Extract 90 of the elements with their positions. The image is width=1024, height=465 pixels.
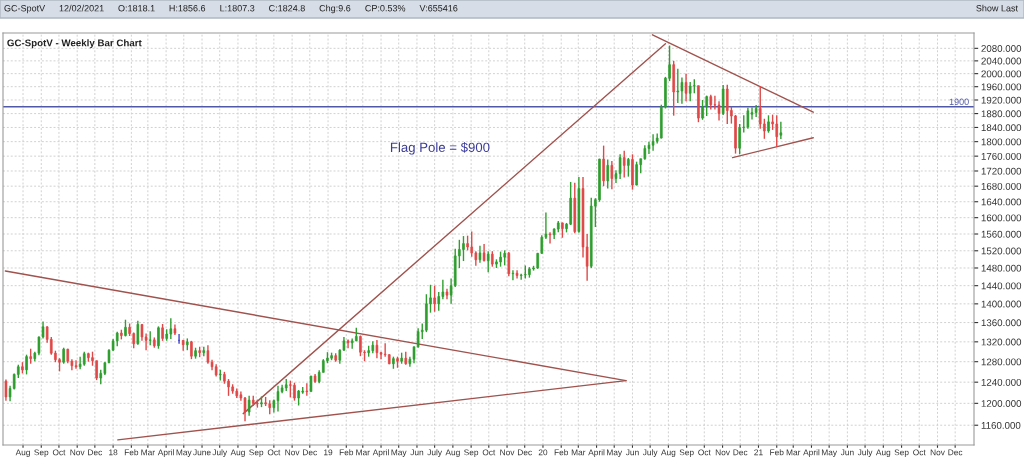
- x-tick-label: Oct: [698, 449, 711, 456]
- y-tick-label: 1640.000: [981, 198, 1022, 206]
- x-tick-label: Oct: [267, 449, 281, 456]
- x-tick-label: Nov: [930, 449, 945, 456]
- x-tick-label: Feb: [124, 449, 139, 456]
- x-tick-label: Dec: [303, 449, 317, 456]
- x-tick-label: Feb: [770, 449, 784, 456]
- y-tick-label: 1480.000: [981, 264, 1022, 272]
- y-tick-label: 1560.000: [981, 230, 1022, 238]
- x-tick-label: Nov: [285, 449, 300, 456]
- x-tick-label: Dec: [517, 449, 532, 456]
- x-tick-label: Oct: [482, 449, 496, 456]
- x-tick-label: Mar: [356, 449, 370, 456]
- text: C:1824.8: [269, 5, 305, 12]
- x-tick-label: Jun: [625, 449, 639, 456]
- x-tick-label: July: [857, 449, 873, 457]
- x-tick-label: 21: [754, 449, 763, 456]
- x-tick-label: Nov: [70, 449, 85, 456]
- x-tick-label: 20: [538, 449, 548, 456]
- y-tick-label: 1400.000: [981, 300, 1022, 308]
- y-tick-label: 1280.000: [981, 358, 1022, 366]
- x-tick-label: Aug: [445, 449, 460, 457]
- x-tick-label: Dec: [88, 449, 103, 456]
- text: O:1818.1: [118, 5, 155, 12]
- x-tick-label: Aug: [15, 449, 30, 457]
- x-tick-label: Aug: [660, 449, 676, 457]
- x-tick-label: May: [821, 449, 837, 457]
- y-tick-label: 1160.000: [981, 421, 1021, 429]
- y-tick-label: 1680.000: [981, 182, 1022, 190]
- y-tick-label: 1200.000: [981, 400, 1022, 407]
- ref-line-label: 1900: [949, 98, 969, 105]
- text: Chg:9.6: [319, 4, 351, 14]
- x-tick-label: Mar: [141, 449, 155, 456]
- x-tick-label: April: [157, 449, 174, 457]
- x-tick-label: Dec: [733, 449, 748, 456]
- y-tick-label: 1600.000: [981, 214, 1022, 222]
- x-tick-label: Jun: [840, 449, 854, 456]
- text: 12/02/2021: [59, 4, 104, 12]
- y-tick-label: 1960.000: [981, 83, 1022, 91]
- x-tick-label: 19: [324, 449, 333, 456]
- x-tick-label: July: [427, 449, 443, 457]
- x-tick-label: Dec: [948, 449, 963, 456]
- x-tick-label: June: [193, 449, 211, 456]
- text: CP:0.53%: [365, 5, 406, 12]
- y-tick-label: 2040.000: [981, 57, 1022, 65]
- x-tick-label: Sep: [464, 449, 479, 457]
- y-tick-label: 2000.000: [981, 70, 1022, 78]
- y-tick-label: 2080.000: [981, 45, 1022, 52]
- y-tick-label: 1520.000: [981, 247, 1022, 255]
- x-tick-label: May: [391, 449, 407, 457]
- x-tick-label: Aug: [230, 449, 245, 457]
- x-tick-label: April: [803, 449, 820, 457]
- y-tick-label: 1440.000: [981, 282, 1022, 290]
- x-tick-label: April: [588, 449, 605, 457]
- x-tick-label: Sep: [679, 449, 694, 457]
- y-tick-label: 1800.000: [981, 138, 1022, 146]
- y-tick-label: 1720.000: [981, 167, 1022, 175]
- x-tick-label: May: [607, 449, 623, 457]
- x-tick-label: 18: [109, 449, 118, 456]
- annotation: Flag Pole = $900: [390, 142, 490, 155]
- x-tick-label: Sep: [894, 449, 909, 457]
- x-tick-label: Feb: [554, 449, 569, 456]
- x-tick-label: Sep: [249, 449, 264, 457]
- y-tick-label: 1360.000: [981, 319, 1022, 327]
- text: L:1807.3: [220, 5, 255, 12]
- x-tick-label: April: [372, 449, 389, 457]
- x-tick-label: Nov: [500, 449, 515, 456]
- y-tick-label: 1920.000: [981, 96, 1022, 104]
- x-tick-label: July: [642, 449, 658, 457]
- y-tick-label: 1880.000: [981, 110, 1022, 118]
- text: Show Last: [976, 4, 1018, 12]
- x-tick-label: Oct: [913, 449, 926, 456]
- x-tick-label: Mar: [571, 449, 586, 456]
- x-tick-label: July: [212, 449, 228, 457]
- text: GC-SpotV: [4, 5, 46, 14]
- y-tick-label: 1840.000: [981, 124, 1022, 132]
- x-tick-label: Mar: [786, 449, 801, 456]
- x-tick-label: Feb: [339, 449, 354, 456]
- x-tick-label: Oct: [52, 449, 66, 456]
- y-tick-label: 1240.000: [981, 378, 1022, 386]
- text: H:1856.6: [169, 5, 206, 12]
- x-tick-label: Sep: [34, 449, 49, 457]
- x-tick-label: May: [176, 449, 192, 457]
- x-tick-label: Aug: [875, 449, 891, 457]
- text: V:655416: [419, 5, 458, 12]
- y-tick-label: 1320.000: [981, 338, 1022, 346]
- text: GC-SpotV - Weekly Bar Chart: [7, 39, 142, 49]
- x-tick-label: Jun: [410, 449, 424, 456]
- x-tick-label: Nov: [715, 449, 730, 456]
- y-tick-label: 1760.000: [981, 152, 1022, 160]
